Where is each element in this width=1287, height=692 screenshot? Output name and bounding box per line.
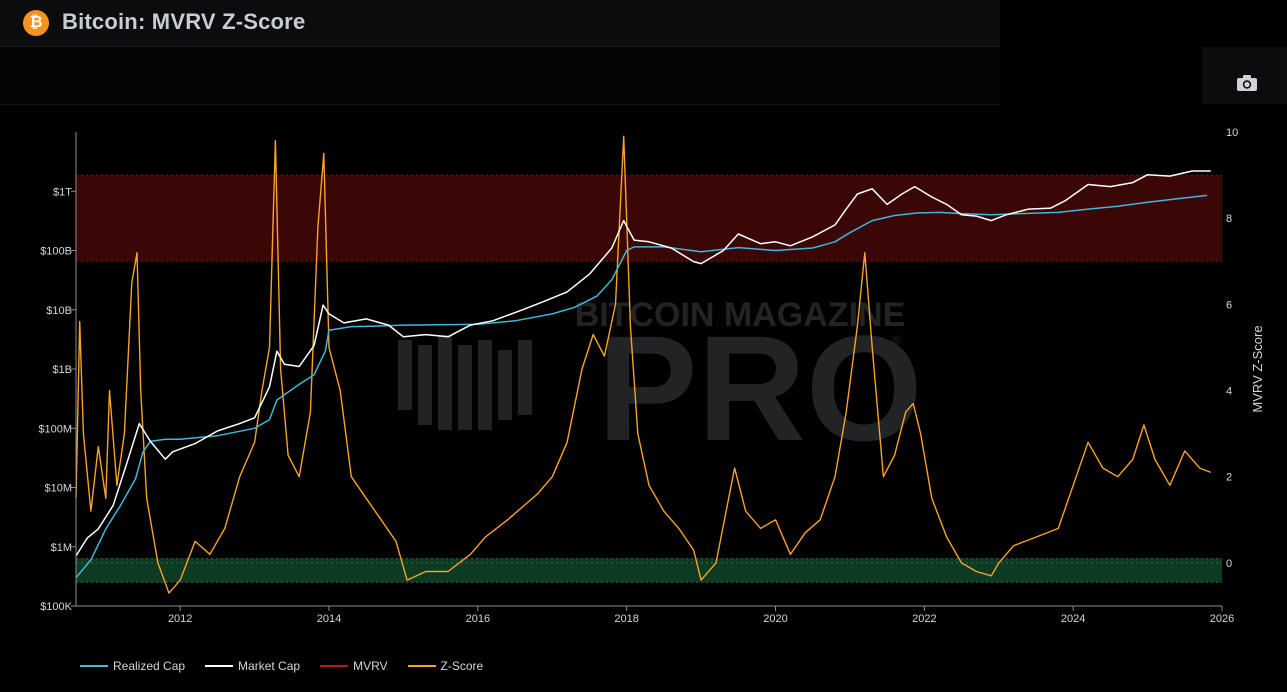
y-right-tick-label: 6 [1226,299,1232,311]
chart-bands [76,174,1222,583]
x-tick-label: 2020 [763,613,787,625]
x-tick-label: 2016 [466,613,490,625]
series-line-realized-cap [75,194,1208,579]
chart-legend: Realized Cap Market Cap MVRV Z-Score [80,656,503,676]
watermark-logo-mark [398,335,532,430]
chart-toolbar [0,47,1000,105]
legend-item-market-cap[interactable]: Market Cap [205,659,300,673]
legend-item-mvrv[interactable]: MVRV [320,659,388,673]
band-red [76,175,1222,262]
y-left-tick-label: $100B [40,246,72,258]
y-right-tick-label: 0 [1226,558,1232,570]
y-left-tick-label: $100K [40,601,72,613]
legend-item-z-score[interactable]: Z-Score [407,659,484,673]
legend-swatch-realized-cap [80,665,108,667]
bitcoin-logo-glyph: ₿ [29,14,43,31]
watermark-mark: ® [892,333,901,347]
legend-label-market-cap: Market Cap [238,659,301,673]
y-right-tick-label: 2 [1226,472,1232,484]
legend-swatch-mvrv [320,665,349,667]
page-title: Bitcoin: MVRV Z-Score [62,9,306,34]
camera-icon[interactable] [1236,74,1258,92]
x-tick-label: 2012 [168,613,192,625]
y-right-axis-title: MVRV Z-Score [1250,325,1265,412]
x-tick-label: 2024 [1061,613,1085,625]
legend-swatch-z-score [407,665,436,667]
legend-item-realized-cap[interactable]: Realized Cap [80,659,185,673]
legend-label-realized-cap: Realized Cap [113,659,186,673]
x-tick-label: 2022 [912,613,936,625]
y-left-tick-label: $1T [53,186,72,198]
chart-header: ₿ Bitcoin: MVRV Z-Score [0,0,1000,47]
legend-label-z-score: Z-Score [440,659,484,673]
chart-series [75,135,1212,594]
y-left-tick-label: $100M [38,423,72,435]
series-line-z-score [75,135,1212,594]
x-tick-label: 2018 [614,613,638,625]
legend-label-mvrv: MVRV [353,659,388,673]
y-right-tick-label: 4 [1226,386,1232,398]
band-green [76,558,1222,583]
y-left-tick-label: $1B [52,364,72,376]
x-tick-label: 2014 [317,613,341,625]
y-left-tick-label: $10M [44,483,72,495]
series-line-market-cap [75,170,1211,557]
y-left-tick-label: $1M [51,542,72,554]
watermark: BITCOIN MAGAZINE PRO ® [398,296,923,472]
legend-swatch-market-cap [205,665,234,667]
watermark-line2: PRO [597,304,922,472]
y-right-tick-label: 10 [1226,127,1238,139]
chart-axes: $100K $1M $10M $100M $1B $10B $100B $1T 0 2 4 6 8 10 M… [38,127,1265,625]
bitcoin-logo-icon: ₿ [23,10,49,36]
x-tick-label: 2026 [1210,613,1234,625]
y-right-tick-label: 8 [1226,213,1232,225]
y-left-tick-label: $10B [46,305,72,317]
